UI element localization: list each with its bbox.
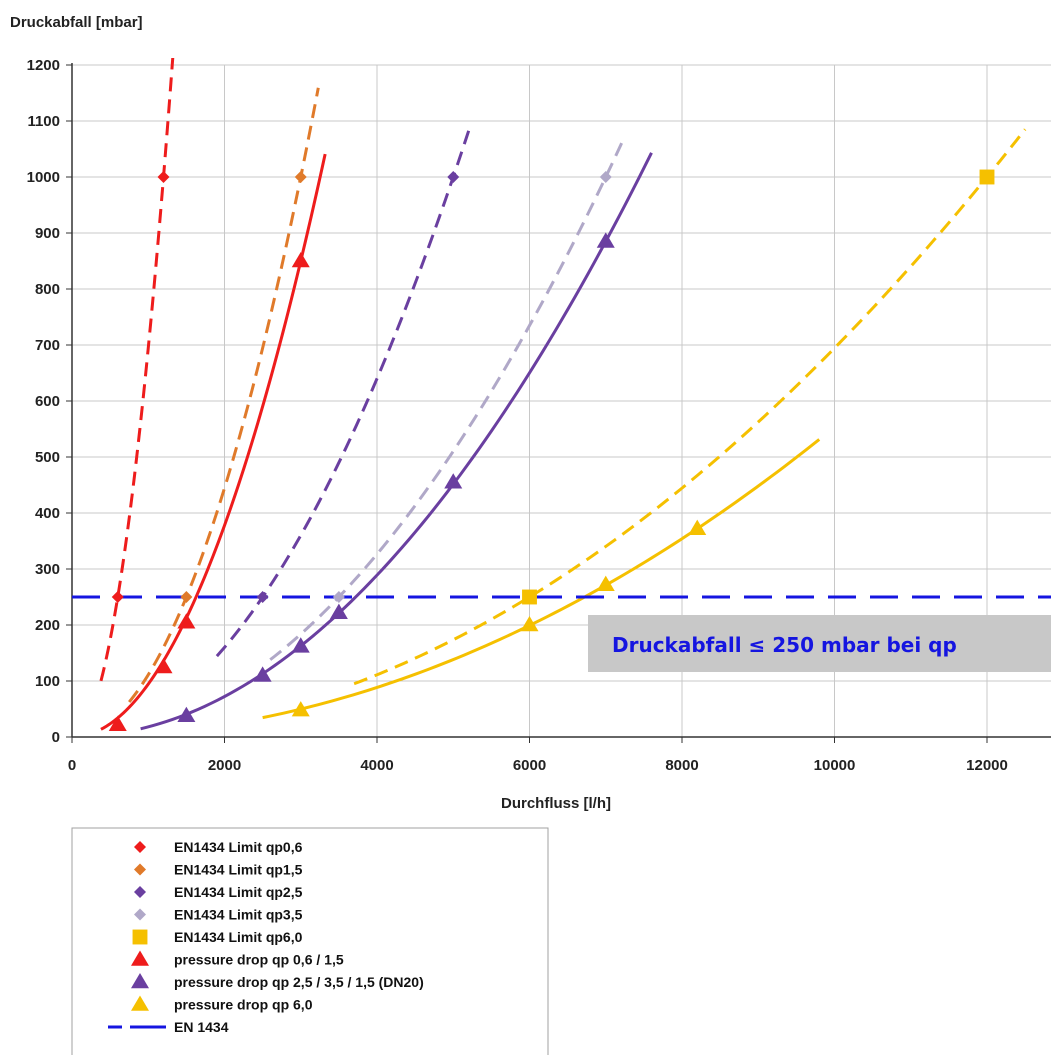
y-tick-label-1200: 1200 bbox=[27, 57, 60, 74]
point-pressure-drop-qp-2-5-3-5-1-5-dn20-0 bbox=[177, 706, 196, 723]
y-tick-label-900: 900 bbox=[35, 225, 60, 242]
series-line-en1434-limit-qp3-5 bbox=[269, 135, 627, 661]
legend-label-en-1434: EN 1434 bbox=[174, 1019, 229, 1035]
point-pressure-drop-qp-2-5-3-5-1-5-dn20-4 bbox=[444, 473, 463, 489]
y-tick-label-800: 800 bbox=[35, 281, 60, 298]
y-tick-labels: 0 100 200 300 400 500 600 700 800 900 1000 1100 1200 bbox=[27, 57, 72, 746]
x-tick-label-0: 0 bbox=[68, 757, 76, 774]
legend-label-en1434-limit-qp0-6: EN1434 Limit qp0,6 bbox=[174, 839, 303, 855]
series-line-en1434-limit-qp1-5 bbox=[128, 87, 320, 703]
legend-label-pressure-drop-qp-6-0: pressure drop qp 6,0 bbox=[174, 997, 313, 1013]
series-line-en1434-limit-qp2-5 bbox=[215, 123, 473, 658]
series-line-pressure-drop-qp-6-0 bbox=[262, 438, 821, 720]
point-pressure-drop-qp-0-6-1-5-0 bbox=[108, 715, 127, 731]
point-en1434-limit-qp2-5-1 bbox=[447, 171, 460, 183]
legend-swatch-pressure-drop-qp-0-6-1-5 bbox=[131, 950, 149, 966]
point-en1434-limit-qp0-6-1 bbox=[157, 171, 170, 183]
annotation-box: Druckabfall ≤ 250 mbar bei qp bbox=[588, 615, 1051, 672]
y-tick-label-500: 500 bbox=[35, 449, 60, 466]
y-tick-label-1000: 1000 bbox=[27, 169, 60, 186]
point-en1434-limit-qp0-6-0 bbox=[111, 591, 124, 603]
y-tick-label-100: 100 bbox=[35, 673, 60, 690]
x-tick-label-4000: 4000 bbox=[360, 757, 393, 774]
point-pressure-drop-qp-6-0-2 bbox=[596, 575, 615, 591]
series-line-en1434-limit-qp0-6 bbox=[99, 58, 175, 682]
y-tick-label-400: 400 bbox=[35, 505, 60, 522]
x-tick-label-12000: 12000 bbox=[966, 757, 1008, 774]
point-pressure-drop-qp-0-6-1-5-3 bbox=[291, 252, 310, 268]
legend-swatch-pressure-drop-qp-6-0 bbox=[131, 995, 149, 1011]
series-line-pressure-drop-qp-2-5-3-5-1-5-dn20 bbox=[140, 152, 653, 731]
legend-label-en1434-limit-qp3-5: EN1434 Limit qp3,5 bbox=[174, 907, 303, 923]
series-markers bbox=[108, 169, 995, 731]
y-tick-label-700: 700 bbox=[35, 337, 60, 354]
legend-label-en1434-limit-qp2-5: EN1434 Limit qp2,5 bbox=[174, 884, 303, 900]
x-axis-title: Durchfluss [l/h] bbox=[501, 795, 611, 812]
y-tick-label-600: 600 bbox=[35, 393, 60, 410]
legend-swatch-en1434-limit-qp6-0 bbox=[132, 929, 148, 945]
y-tick-label-300: 300 bbox=[35, 561, 60, 578]
legend-swatch-en1434-limit-qp3-5 bbox=[134, 908, 146, 921]
y-tick-label-1100: 1100 bbox=[27, 113, 60, 130]
x-tick-label-10000: 10000 bbox=[814, 757, 856, 774]
series-line-pressure-drop-qp-0-6-1-5 bbox=[100, 153, 327, 731]
x-tick-label-6000: 6000 bbox=[513, 757, 546, 774]
point-pressure-drop-qp-6-0-0 bbox=[291, 701, 310, 717]
point-en1434-limit-qp3-5-0 bbox=[332, 591, 345, 603]
legend-swatch-en1434-limit-qp2-5 bbox=[134, 886, 146, 898]
point-pressure-drop-qp-6-0-1 bbox=[520, 616, 539, 632]
x-tick-label-2000: 2000 bbox=[208, 757, 241, 774]
point-pressure-drop-qp-2-5-3-5-1-5-dn20-3 bbox=[329, 603, 348, 619]
legend-swatch-en1434-limit-qp0-6 bbox=[134, 841, 146, 853]
point-en1434-limit-qp1-5-0 bbox=[180, 591, 193, 603]
point-pressure-drop-qp-2-5-3-5-1-5-dn20-2 bbox=[291, 637, 310, 653]
x-tick-label-8000: 8000 bbox=[665, 757, 698, 774]
series-curves bbox=[72, 58, 1051, 731]
point-en1434-limit-qp6-0-0 bbox=[522, 589, 537, 605]
legend-swatch-pressure-drop-qp-2-5-3-5-1-5-dn20 bbox=[131, 973, 149, 989]
annotation-text: Druckabfall ≤ 250 mbar bei qp bbox=[612, 633, 957, 657]
point-pressure-drop-qp-0-6-1-5-2 bbox=[177, 613, 196, 629]
legend: EN1434 Limit qp0,6 EN1434 Limit qp1,5 EN14… bbox=[71, 827, 549, 1055]
annotation-background bbox=[588, 615, 1051, 672]
point-pressure-drop-qp-0-6-1-5-1 bbox=[154, 658, 173, 674]
legend-swatch-en1434-limit-qp1-5 bbox=[134, 863, 146, 876]
point-en1434-limit-qp6-0-1 bbox=[979, 169, 995, 185]
series-line-en1434-limit-qp6-0 bbox=[353, 128, 1027, 686]
y-tick-label-200: 200 bbox=[35, 617, 60, 634]
point-en1434-limit-qp2-5-0 bbox=[256, 591, 269, 603]
point-pressure-drop-qp-2-5-3-5-1-5-dn20-5 bbox=[596, 232, 615, 248]
legend-label-en1434-limit-qp1-5: EN1434 Limit qp1,5 bbox=[174, 862, 303, 878]
legend-box bbox=[71, 827, 549, 1055]
point-pressure-drop-qp-6-0-3 bbox=[688, 519, 707, 535]
legend-label-pressure-drop-qp-0-6-1-5: pressure drop qp 0,6 / 1,5 bbox=[174, 952, 344, 968]
legend-label-en1434-limit-qp6-0: EN1434 Limit qp6,0 bbox=[174, 929, 303, 945]
y-tick-label-0: 0 bbox=[52, 729, 60, 746]
legend-items: EN1434 Limit qp0,6 EN1434 Limit qp1,5 EN14… bbox=[108, 839, 424, 1035]
point-en1434-limit-qp3-5-1 bbox=[599, 171, 612, 183]
legend-label-pressure-drop-qp-2-5-3-5-1-5-dn20: pressure drop qp 2,5 / 3,5 / 1,5 (DN20) bbox=[174, 974, 424, 990]
x-tick-labels: 0 2000 4000 6000 8000 10000 12000 bbox=[68, 737, 1008, 774]
y-axis-title: Druckabfall [mbar] bbox=[10, 14, 143, 31]
point-en1434-limit-qp1-5-1 bbox=[294, 171, 307, 183]
point-pressure-drop-qp-2-5-3-5-1-5-dn20-1 bbox=[253, 666, 272, 682]
